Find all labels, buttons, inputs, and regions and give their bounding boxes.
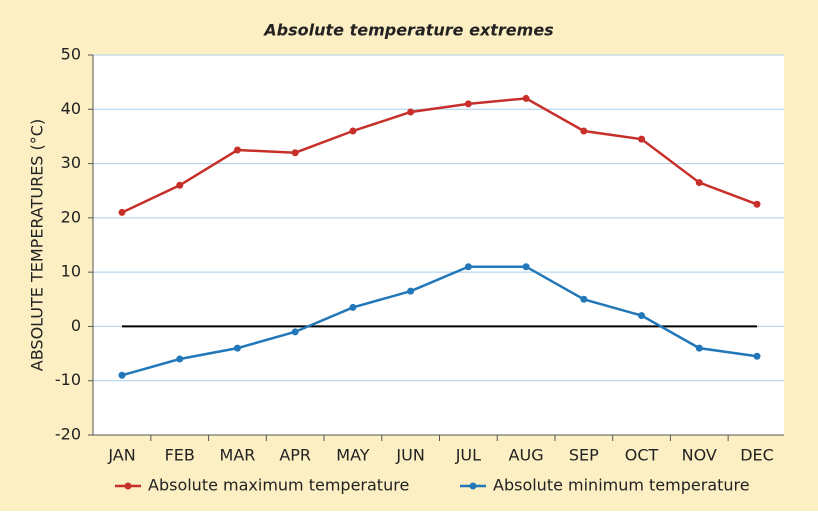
y-tick-label: 20 [61,207,81,226]
plot-area [93,55,784,435]
data-point [580,127,588,135]
data-point [695,179,703,187]
y-tick-label: 0 [71,316,81,335]
x-tick-label: MAR [220,446,256,465]
data-point [118,371,126,379]
legend-marker [469,482,477,490]
y-tick-label: 30 [61,153,81,172]
data-point [291,328,299,336]
data-point [580,295,588,303]
x-tick-label: APR [279,446,311,465]
data-point [349,303,357,311]
data-point [349,127,357,135]
data-point [695,344,703,352]
series-line [121,265,758,377]
chart-title: Absolute temperature extremes [262,21,553,40]
data-point [753,352,761,360]
data-point [233,146,241,154]
x-tick-label: DEC [740,446,774,465]
x-tick-label: FEB [165,446,195,465]
data-point [118,208,126,216]
x-tick-label: NOV [682,446,717,465]
data-point [638,312,646,320]
data-point [753,200,761,208]
x-tick-label: AUG [509,446,544,465]
data-point [407,108,415,116]
data-point [176,181,184,189]
data-point [638,135,646,143]
legend-marker [124,482,132,490]
x-tick-label: MAY [336,446,370,465]
data-point [522,263,530,271]
y-tick-label: -10 [55,370,81,389]
x-tick-label: JUN [395,446,424,465]
x-tick-label: SEP [569,446,599,465]
y-tick-label: 40 [61,99,81,118]
data-point [464,100,472,108]
series-line [121,97,758,214]
y-tick-label: 10 [61,262,81,281]
x-tick-label: JUL [455,446,481,465]
y-tick-label: 50 [61,45,81,64]
y-tick-label: -20 [55,425,81,444]
data-point [464,263,472,271]
data-point [176,355,184,363]
x-tick-label: JAN [107,446,135,465]
legend-label: Absolute minimum temperature [493,476,750,495]
legend-label: Absolute maximum temperature [148,476,409,495]
data-point [291,149,299,157]
data-point [522,94,530,102]
x-tick-label: OCT [625,446,659,465]
data-point [233,344,241,352]
data-point [407,287,415,295]
y-axis-label: ABSOLUTE TEMPERATURES (°C) [28,119,47,371]
